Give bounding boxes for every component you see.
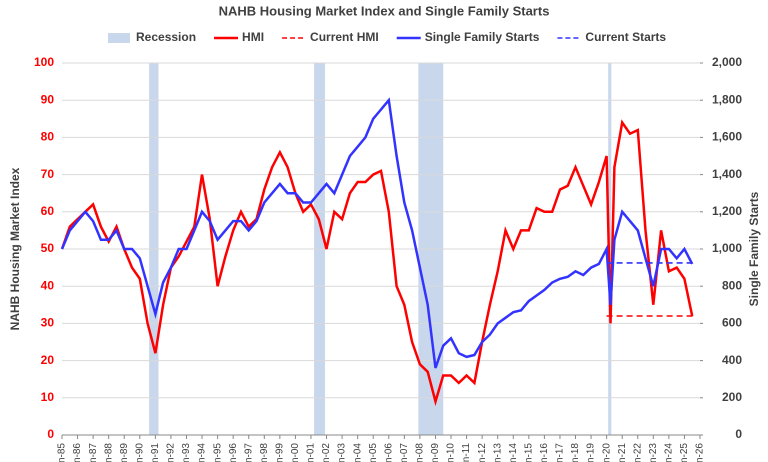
x-tick-label: n-90 (134, 443, 145, 462)
x-tick-label: n-88 (103, 443, 114, 462)
x-tick-label: n-18 (570, 443, 581, 462)
y-tick-label: 70 (41, 167, 55, 181)
y2-tick-label: 0 (735, 427, 742, 441)
x-tick-label: n-16 (539, 443, 550, 462)
x-tick-label: n-02 (321, 443, 332, 462)
x-tick-label: n-97 (243, 443, 254, 462)
x-tick-label: n-93 (181, 443, 192, 462)
y2-tick-label: 1,400 (712, 167, 742, 181)
y-tick-label: 90 (41, 92, 55, 106)
y2-tick-label: 1,800 (712, 92, 742, 106)
x-tick-label: n-03 (337, 443, 348, 462)
x-tick-label: n-96 (228, 443, 239, 462)
x-tick-label: n-08 (415, 443, 426, 462)
x-tick-label: n-25 (679, 443, 690, 462)
x-tick-label: n-19 (586, 443, 597, 462)
y-tick-label: 0 (47, 427, 54, 441)
legend-label: Recession (136, 30, 196, 44)
x-tick-label: n-95 (212, 443, 223, 462)
legend-label: Current HMI (310, 30, 379, 44)
x-tick-label: n-98 (259, 443, 270, 462)
legend-label: HMI (242, 30, 264, 44)
x-tick-label: n-15 (523, 443, 534, 462)
y2-tick-label: 200 (722, 390, 742, 404)
y-axis-title: NAHB Housing Market Index (8, 167, 22, 330)
x-tick-label: n-89 (119, 443, 130, 462)
x-tick-label: n-86 (72, 443, 83, 462)
x-tick-label: n-22 (632, 443, 643, 462)
y-tick-label: 60 (41, 204, 55, 218)
x-tick-label: n-94 (197, 443, 208, 462)
x-tick-label: n-20 (601, 443, 612, 462)
y2-tick-label: 600 (722, 316, 742, 330)
x-tick-label: n-21 (617, 443, 628, 462)
y-tick-label: 50 (41, 241, 55, 255)
y-tick-label: 10 (41, 390, 55, 404)
x-tick-label: n-06 (383, 443, 394, 462)
chart-title: NAHB Housing Market Index and Single Fam… (219, 3, 550, 18)
y-tick-label: 100 (34, 55, 54, 69)
x-tick-label: n-24 (664, 443, 675, 462)
x-tick-label: n-26 (695, 443, 706, 462)
y2-tick-label: 800 (722, 278, 742, 292)
x-tick-label: n-92 (166, 443, 177, 462)
legend-label: Single Family Starts (425, 30, 540, 44)
y2-tick-label: 2,000 (712, 55, 742, 69)
x-tick-label: n-17 (555, 443, 566, 462)
series-line (60, 119, 694, 407)
y2-tick-label: 1,000 (712, 241, 742, 255)
x-tick-label: n-10 (446, 443, 457, 462)
legend-label: Current Starts (585, 30, 666, 44)
y-tick-label: 20 (41, 353, 55, 367)
x-tick-label: n-87 (88, 443, 99, 462)
y2-tick-label: 1,200 (712, 204, 742, 218)
y2-axis-title: Single Family Starts (747, 191, 761, 306)
x-tick-label: n-85 (57, 443, 68, 462)
x-tick-label: n-01 (306, 443, 317, 462)
x-tick-label: n-09 (430, 443, 441, 462)
y-tick-label: 30 (41, 316, 55, 330)
x-tick-label: n-07 (399, 443, 410, 462)
x-tick-label: n-00 (290, 443, 301, 462)
series-line (60, 97, 694, 369)
x-tick-label: n-12 (477, 443, 488, 462)
x-tick-label: n-05 (368, 443, 379, 462)
x-tick-label: n-99 (274, 443, 285, 462)
x-tick-label: n-23 (648, 443, 659, 462)
y2-tick-label: 1,600 (712, 130, 742, 144)
x-tick-label: n-13 (492, 443, 503, 462)
x-tick-label: n-04 (352, 443, 363, 462)
x-tick-label: n-11 (461, 443, 472, 462)
legend-swatch (108, 33, 130, 43)
y-tick-label: 40 (41, 278, 55, 292)
y2-tick-label: 400 (722, 353, 742, 367)
x-tick-label: n-14 (508, 443, 519, 462)
x-tick-label: n-91 (150, 443, 161, 462)
y-tick-label: 80 (41, 130, 55, 144)
